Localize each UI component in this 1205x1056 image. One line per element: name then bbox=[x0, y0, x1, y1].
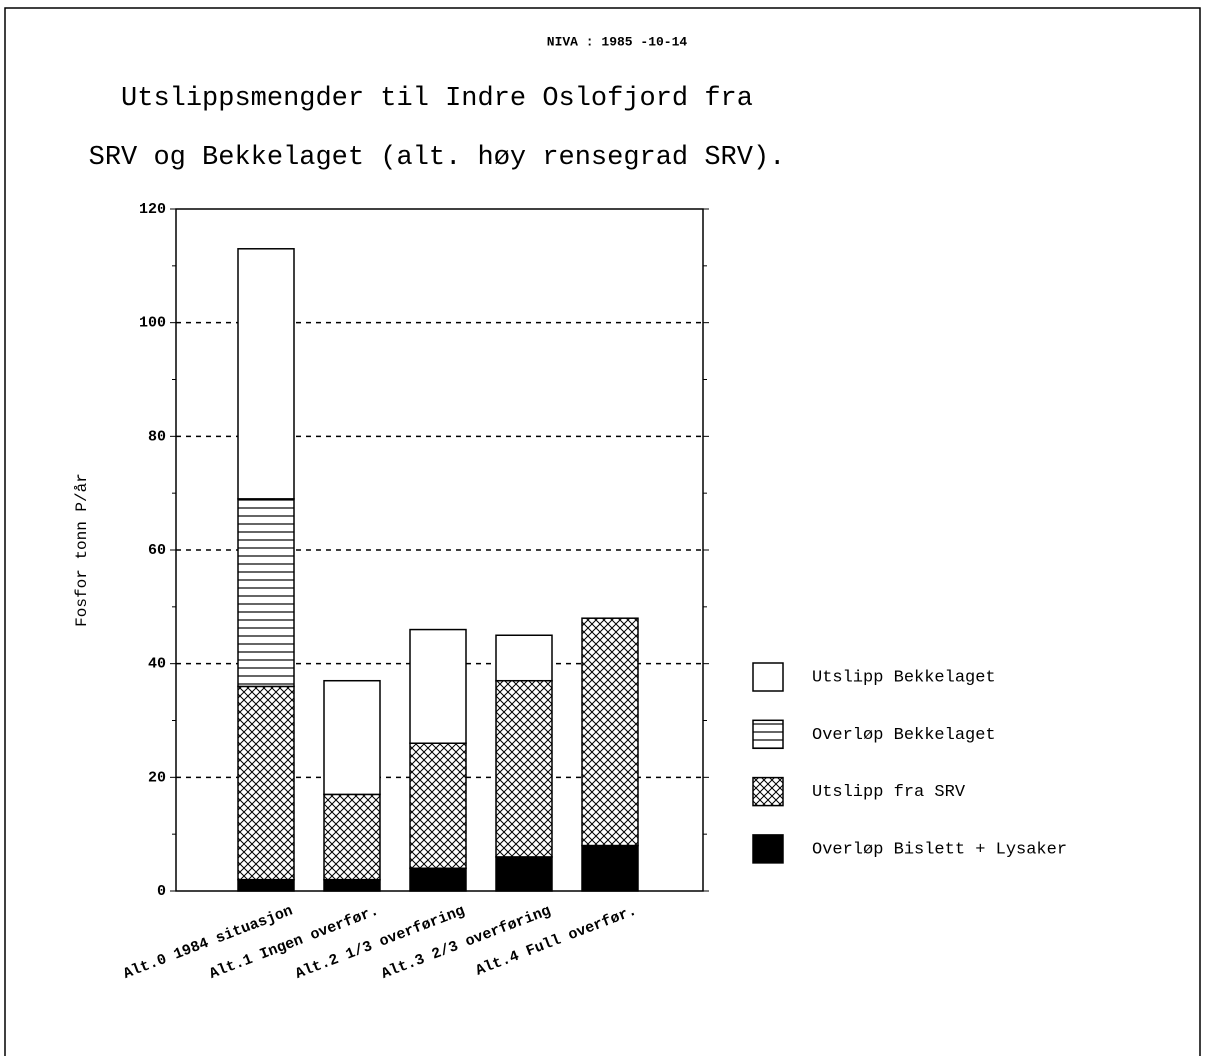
chart-title: SRV og Bekkelaget (alt. høy rensegrad SR… bbox=[89, 143, 786, 173]
bar-segment bbox=[581, 844, 639, 892]
legend-swatch bbox=[752, 662, 784, 692]
bar-segment bbox=[323, 878, 381, 892]
legend-swatch bbox=[752, 776, 784, 807]
y-tick-label: 40 bbox=[148, 656, 166, 673]
y-tick-label: 120 bbox=[139, 201, 166, 218]
legend-label: Utslipp fra SRV bbox=[812, 783, 966, 802]
bar-segment bbox=[323, 679, 381, 796]
frame bbox=[4, 7, 1201, 1056]
bar-segment bbox=[409, 628, 467, 744]
bar-segment bbox=[495, 634, 553, 682]
bar-segment bbox=[409, 742, 467, 870]
bar-segment bbox=[495, 856, 553, 892]
legend-swatch bbox=[752, 834, 784, 864]
legend-label: Utslipp Bekkelaget bbox=[812, 668, 996, 687]
header: NIVA : 1985 -10-14 bbox=[547, 34, 688, 49]
bar-segment bbox=[237, 498, 295, 688]
y-tick-label: 60 bbox=[148, 542, 166, 559]
legend-label: Overløp Bekkelaget bbox=[812, 726, 996, 745]
x-tick-label: Alt.4 Full overfør. bbox=[473, 903, 639, 980]
bar-segment bbox=[581, 617, 639, 847]
chart-title: Utslippsmengder til Indre Oslofjord fra bbox=[121, 84, 753, 114]
bar-segment bbox=[323, 793, 381, 881]
y-tick-label: 0 bbox=[157, 883, 166, 900]
y-tick-label: 100 bbox=[139, 315, 166, 332]
bar-segment bbox=[237, 248, 295, 500]
y-tick-label: 20 bbox=[148, 769, 166, 786]
bar-segment bbox=[237, 878, 295, 892]
y-tick-label: 80 bbox=[148, 428, 166, 445]
legend-label: Overløp Bislett + Lysaker bbox=[812, 840, 1067, 859]
y-axis-label: Fosfor tonn P/år bbox=[73, 473, 91, 627]
legend-swatch bbox=[752, 719, 784, 750]
bar-segment bbox=[237, 685, 295, 881]
bar-segment bbox=[495, 679, 553, 858]
bar-segment bbox=[409, 867, 467, 892]
